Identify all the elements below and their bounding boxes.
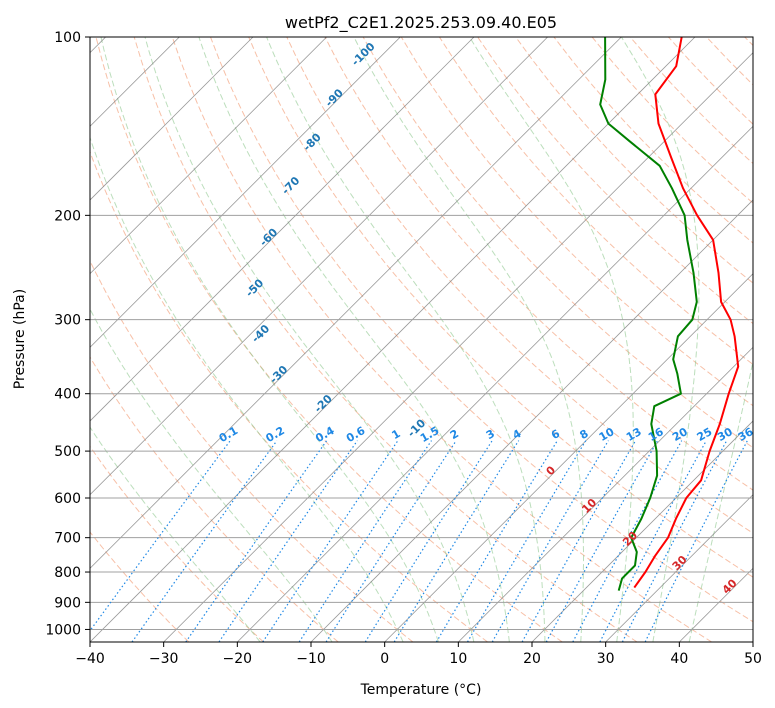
mixing-ratio-line	[90, 440, 231, 632]
dry-adiabat-line	[133, 37, 638, 642]
dry-adiabat-line	[90, 531, 190, 642]
mixing-ratio-line	[364, 440, 493, 642]
y-tick-label: 1000	[45, 622, 81, 638]
mixing-ratio-line	[491, 440, 609, 642]
plot-series	[599, 37, 740, 591]
isotherm-line	[605, 494, 753, 642]
plot-frame	[89, 36, 754, 643]
mixing-ratio-line	[298, 440, 432, 642]
moist-adiabat-line	[90, 426, 261, 642]
y-axis-label: Pressure (hPa)	[12, 289, 28, 389]
dry-adiabat-line	[90, 445, 264, 642]
y-tick-label: 700	[54, 531, 81, 547]
isotherm-line	[458, 346, 753, 642]
isotherm-line	[90, 37, 327, 275]
y-tick-label: 100	[54, 30, 81, 46]
dry-adiabat-line	[438, 37, 753, 366]
moist-adiabat-line	[90, 136, 404, 642]
x-tick-label: 20	[523, 651, 541, 667]
dry-adiabat-line	[95, 37, 563, 642]
temperature-profile-line	[633, 37, 740, 589]
moist-adiabat-line	[620, 37, 700, 642]
dry-adiabat-line	[210, 37, 753, 623]
dewpoint-profile-line	[599, 37, 698, 591]
x-tick-label: −30	[149, 651, 179, 667]
mixing-ratio-line	[393, 440, 520, 642]
moist-adiabat-line	[353, 37, 584, 642]
dry-adiabat-line	[248, 37, 753, 578]
x-tick-label: 10	[449, 651, 467, 667]
isotherm-line	[90, 37, 548, 496]
x-tick-label: 40	[670, 651, 688, 667]
moist-adiabat-line	[198, 37, 510, 642]
mixing-ratio-line	[644, 440, 748, 642]
moist-adiabat-line	[688, 359, 753, 642]
isotherm-line	[90, 37, 475, 422]
mixing-ratio-line	[262, 440, 399, 642]
y-tick-label: 200	[54, 208, 81, 224]
mixing-ratio-line	[325, 440, 457, 642]
y-tick-label: 800	[54, 565, 81, 581]
x-tick-label: 30	[597, 651, 615, 667]
mixing-ratio-line	[435, 440, 558, 642]
x-tick-label: −10	[296, 651, 326, 667]
isotherm-line	[310, 199, 753, 642]
x-tick-label: 0	[380, 651, 389, 667]
moist-adiabat-line	[144, 37, 475, 642]
mixing-ratio-line	[466, 440, 587, 642]
mixing-ratio-line	[521, 440, 637, 642]
y-tick-label: 400	[54, 387, 81, 403]
mixing-ratio-line	[545, 440, 659, 642]
x-tick-label: −40	[75, 651, 105, 667]
isotherm-line	[237, 125, 753, 642]
dry-adiabat-line	[400, 37, 753, 407]
y-tick-label: 500	[54, 444, 81, 460]
moist-adiabat-line	[266, 37, 546, 642]
isotherm-line	[90, 37, 622, 569]
y-tick-label: 600	[54, 491, 81, 507]
axes: −40 −30 −20 −10 0 10 20 30 40 50 100 200 300 400 500 60…	[45, 30, 762, 667]
dry-adiabat-line	[515, 37, 753, 284]
dry-adiabat-line	[90, 150, 488, 642]
mixing-ratio-line	[572, 440, 683, 642]
isotherm-line	[90, 37, 696, 642]
y-tick-label: 300	[54, 313, 81, 329]
dry-adiabat-line	[171, 37, 712, 642]
isotherm-line	[90, 37, 254, 201]
moist-adiabat-line	[100, 37, 439, 642]
x-tick-label: 50	[744, 651, 762, 667]
x-axis-label: Temperature (°C)	[360, 682, 482, 698]
mixing-ratio-line	[131, 440, 278, 642]
isotherm-line	[384, 273, 753, 642]
isotherm-line	[163, 52, 753, 642]
chart-title: wetPf2_C2E1.2025.253.09.40.E05	[285, 13, 557, 33]
x-tick-label: −20	[223, 651, 253, 667]
dry-adiabat-line	[90, 356, 339, 642]
y-tick-label: 900	[54, 595, 81, 611]
isotherm-line	[90, 37, 401, 348]
mixing-ratio-line	[185, 440, 328, 642]
